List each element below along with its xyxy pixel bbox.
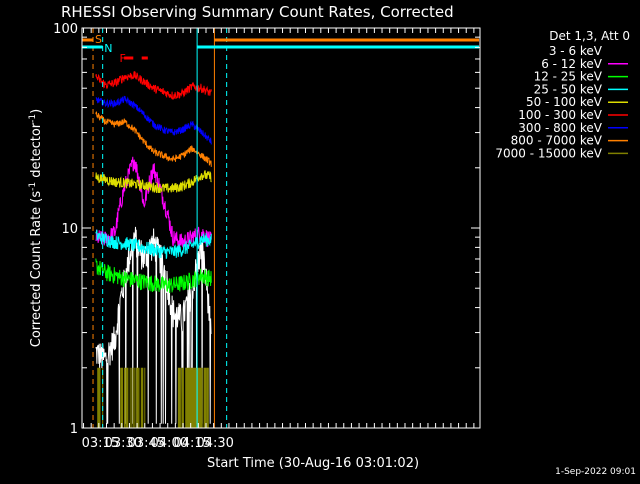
legend-entry-label: 6 - 12 keV: [541, 57, 603, 71]
legend-entry-label: 3 - 6 keV: [549, 44, 603, 58]
x-tick-label: 03:15: [82, 436, 119, 451]
legend-entry-label: 12 - 25 keV: [534, 70, 603, 84]
footer-date: 1-Sep-2022 09:01: [555, 467, 636, 477]
legend-entry-label: 100 - 300 keV: [518, 108, 602, 122]
y-axis-label-mid: detector: [29, 122, 44, 182]
series-line: [95, 111, 212, 167]
y-tick-label: 1: [70, 422, 78, 437]
legend-title: Det 1,3, Att 0: [549, 29, 630, 43]
saa-label: S: [95, 33, 102, 46]
legend-entry-label: 300 - 800 keV: [518, 121, 602, 135]
legend-entry-label: 800 - 7000 keV: [511, 134, 603, 148]
y-axis-label-sup1: -1: [28, 182, 38, 191]
y-axis: 1 10 100: [53, 22, 480, 437]
x-tick-label: 04:00: [151, 436, 188, 451]
series-line: [95, 258, 212, 294]
x-tick-label: 03:30: [105, 436, 142, 451]
x-tick-label: 03:45: [128, 436, 165, 451]
x-tick-label: 04:30: [196, 436, 233, 451]
y-tick-label: 100: [53, 22, 78, 37]
y-axis-label-sup2: -1: [28, 114, 38, 123]
x-tick-label: 04:15: [173, 436, 210, 451]
y-axis-label-main: Corrected Count Rate (s: [29, 191, 44, 348]
legend-entry-label: 7000 - 15000 keV: [495, 146, 602, 160]
series-line: [95, 229, 212, 259]
legend-entry-label: 50 - 100 keV: [526, 95, 603, 109]
chart-title: RHESSI Observing Summary Count Rates, Co…: [61, 3, 454, 21]
y-axis-label: Corrected Count Rate (s-1 detector-1): [28, 109, 44, 347]
y-tick-label: 10: [61, 222, 78, 237]
series-line: [97, 367, 209, 428]
series-line: [95, 95, 212, 145]
legend-entry-label: 25 - 50 keV: [534, 82, 603, 96]
marker-layer: SNF: [82, 28, 479, 428]
night-label: N: [104, 42, 112, 55]
series-line: [95, 156, 212, 249]
series-layer: [95, 71, 212, 428]
series-line: [95, 170, 212, 194]
x-axis-label: Start Time (30-Aug-16 03:01:02): [207, 456, 419, 471]
series-line: [95, 71, 212, 101]
y-axis-label-end: ): [29, 109, 44, 114]
flare-label: F: [120, 52, 126, 65]
